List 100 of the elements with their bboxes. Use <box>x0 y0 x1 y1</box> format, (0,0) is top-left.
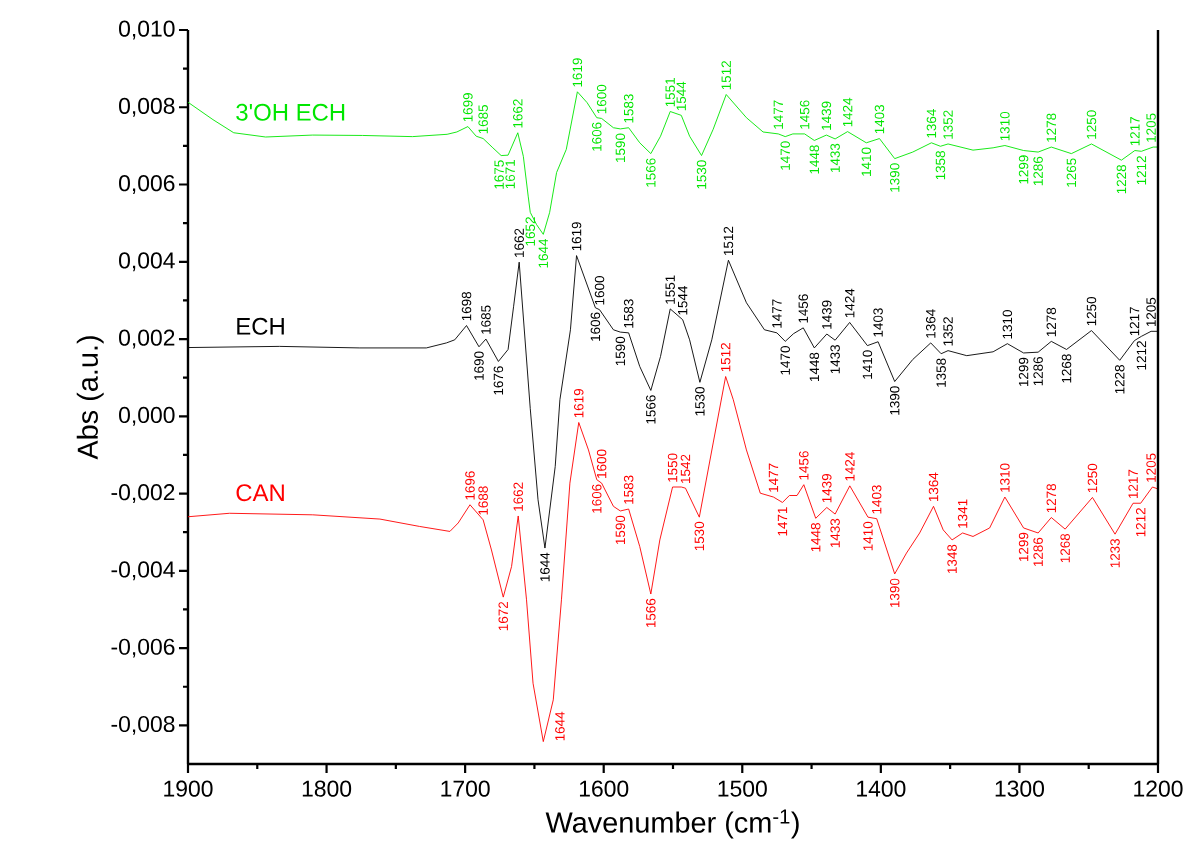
annotation: 1470 <box>780 141 790 170</box>
annotation: 1217 <box>1130 117 1140 146</box>
series-label: 3'OH ECH <box>236 103 345 121</box>
annotation: 1410 <box>861 147 872 176</box>
y-tick-label: -0,004 <box>111 561 175 581</box>
annotation: 1424 <box>844 288 855 318</box>
annotation: 1685 <box>478 104 488 134</box>
y-tick-label: 0,010 <box>119 20 175 40</box>
annotation: 1278 <box>1046 113 1057 142</box>
annotation: 1566 <box>646 158 656 187</box>
x-tick-label: 1300 <box>995 780 1045 797</box>
annotation: 1364 <box>926 109 937 138</box>
annotation: 1699 <box>463 93 473 122</box>
annotation: 1217 <box>1128 469 1138 498</box>
annotation: 1299 <box>1018 155 1029 184</box>
annotation: 1286 <box>1033 356 1043 386</box>
annotation: 1551 <box>665 78 675 107</box>
annotation: 1390 <box>889 578 900 608</box>
annotation: 1550 <box>667 453 678 482</box>
annotation: 1278 <box>1046 484 1057 513</box>
annotation: 1433 <box>830 345 840 374</box>
annotation: 1299 <box>1018 532 1029 562</box>
annotation: 1644 <box>538 238 549 268</box>
annotation: 1512 <box>723 226 734 256</box>
series-label: ECH <box>237 317 284 335</box>
x-tick-label: 1800 <box>302 780 352 797</box>
x-axis-title: Wavenumber (cm$^{-1}$) <box>545 809 799 839</box>
annotation: 1456 <box>799 451 809 480</box>
y-tick-label: 0,004 <box>119 252 175 272</box>
annotation: 1265 <box>1066 158 1077 187</box>
annotation: 1286 <box>1033 537 1043 567</box>
annotation: 1600 <box>596 84 607 114</box>
annotation: 1544 <box>678 286 688 315</box>
annotation: 1583 <box>623 94 634 123</box>
annotation: 1433 <box>830 143 840 173</box>
annotation: 1250 <box>1086 296 1097 326</box>
annotation: 1352 <box>943 317 953 346</box>
annotation: 1590 <box>615 336 626 366</box>
annotation: 1358 <box>936 358 946 387</box>
annotation: 1530 <box>695 387 705 416</box>
annotation: 1652 <box>525 217 536 246</box>
x-tick-label: 1400 <box>857 780 906 797</box>
annotation: 1403 <box>871 485 882 514</box>
annotation: 1456 <box>798 294 808 323</box>
annotation: 1403 <box>873 308 883 337</box>
annotation: 1672 <box>498 601 508 631</box>
annotation: 1205 <box>1146 297 1156 327</box>
annotation: 1644 <box>540 552 550 582</box>
x-tick-label: 1200 <box>1134 780 1183 797</box>
annotation: 1606 <box>592 484 602 513</box>
y-axis-title: Abs (a.u.) <box>76 336 104 460</box>
annotation: 1675 <box>494 160 504 189</box>
annotation: 1644 <box>555 711 565 741</box>
annotation: 1299 <box>1018 357 1029 387</box>
annotation: 1662 <box>513 482 523 511</box>
annotation: 1410 <box>863 521 873 551</box>
annotation: 1600 <box>596 449 607 478</box>
annotation: 1685 <box>481 305 491 334</box>
annotation: 1456 <box>799 100 810 129</box>
y-tick-label: 0,002 <box>119 329 175 349</box>
annotation: 1310 <box>1000 111 1010 141</box>
annotation: 1512 <box>721 61 731 90</box>
annotation: 1341 <box>957 499 968 528</box>
annotation: 1410 <box>862 350 873 379</box>
annotation: 1690 <box>474 351 484 380</box>
annotation: 1278 <box>1046 307 1057 337</box>
annotation: 1390 <box>889 386 900 415</box>
annotation: 1439 <box>822 300 832 329</box>
annotation: 1448 <box>810 523 821 552</box>
y-tick-label: -0,006 <box>111 638 175 658</box>
annotation: 1542 <box>680 454 691 483</box>
annotation: 1439 <box>821 101 832 130</box>
series-label: CAN <box>236 484 284 502</box>
y-tick-label: 0,000 <box>119 406 175 426</box>
annotation: 1212 <box>1136 156 1147 185</box>
y-tick-label: 0,008 <box>119 97 175 117</box>
annotation: 1512 <box>720 343 731 372</box>
annotation: 1671 <box>505 160 515 189</box>
annotation: 1566 <box>646 395 656 424</box>
annotation: 1233 <box>1110 538 1120 568</box>
annotation: 1590 <box>615 133 626 162</box>
annotation: 1228 <box>1114 365 1125 394</box>
annotation: 1228 <box>1116 164 1127 194</box>
annotation: 1358 <box>935 151 946 180</box>
annotation: 1348 <box>947 544 957 574</box>
annotation: 1424 <box>845 452 855 481</box>
y-tick-label: -0,008 <box>111 715 175 735</box>
annotation: 1662 <box>513 99 523 128</box>
x-tick-label: 1600 <box>579 780 629 797</box>
annotation: 1250 <box>1087 463 1098 493</box>
annotation: 1600 <box>594 276 605 305</box>
annotation: 1364 <box>925 309 936 338</box>
annotation: 1583 <box>623 475 634 504</box>
annotation: 1439 <box>822 474 832 503</box>
x-tick-label: 1500 <box>718 780 767 797</box>
annotation: 1551 <box>665 275 675 304</box>
annotation: 1676 <box>493 366 504 395</box>
annotation: 1566 <box>646 598 656 628</box>
annotation: 1268 <box>1061 354 1072 383</box>
y-tick-label: 0,006 <box>119 175 175 194</box>
